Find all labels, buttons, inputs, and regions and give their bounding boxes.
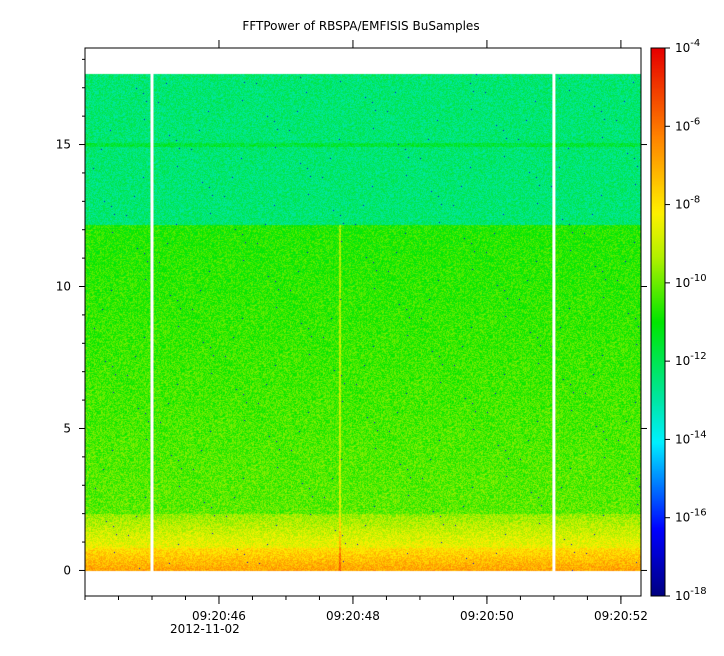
y-axis: 0 5 10 15 bbox=[56, 58, 647, 577]
y-tick-label: 0 bbox=[63, 563, 71, 577]
colorbar-tick-label: 10-6 bbox=[675, 116, 700, 133]
y-tick-label: 10 bbox=[56, 280, 71, 294]
chart-title: FFTPower of RBSPA/EMFISIS BuSamples bbox=[242, 19, 479, 33]
colorbar: 10-4 10-6 10-8 10-10 10-12 10-14 10-16 10-18 bbox=[650, 38, 707, 603]
colorbar-tick-label: 10-16 bbox=[675, 508, 707, 525]
colorbar-tick-label: 10-18 bbox=[675, 586, 707, 603]
x-tick-label: 09:20:48 bbox=[326, 609, 380, 623]
x-tick-label: 09:20:50 bbox=[460, 609, 514, 623]
y-tick-label: 5 bbox=[63, 421, 71, 435]
colorbar-tick-label: 10-4 bbox=[675, 38, 700, 55]
colorbar-frame bbox=[650, 47, 666, 597]
colorbar-tick-label: 10-8 bbox=[675, 195, 700, 212]
x-tick-label: 09:20:52 bbox=[594, 609, 648, 623]
data-gap bbox=[150, 72, 154, 572]
spectrogram-image bbox=[85, 48, 641, 596]
plot-area bbox=[84, 47, 642, 597]
x-axis: 09:20:46 09:20:48 09:20:50 09:20:52 bbox=[84, 40, 648, 623]
colorbar-gradient bbox=[651, 48, 665, 596]
colorbar-tick-label: 10-10 bbox=[675, 273, 707, 290]
colorbar-tick-label: 10-12 bbox=[675, 351, 707, 368]
colorbar-ticks: 10-4 10-6 10-8 10-10 10-12 10-14 10-16 10-18 bbox=[665, 38, 707, 603]
y-tick-label: 15 bbox=[56, 138, 71, 152]
colorbar-tick-label: 10-14 bbox=[675, 429, 707, 446]
data-gap bbox=[552, 72, 556, 572]
x-tick-label: 09:20:46 bbox=[192, 609, 246, 623]
date-label: 2012-11-02 bbox=[170, 622, 240, 636]
plot-frame bbox=[84, 47, 642, 597]
data-gaps bbox=[150, 72, 556, 572]
